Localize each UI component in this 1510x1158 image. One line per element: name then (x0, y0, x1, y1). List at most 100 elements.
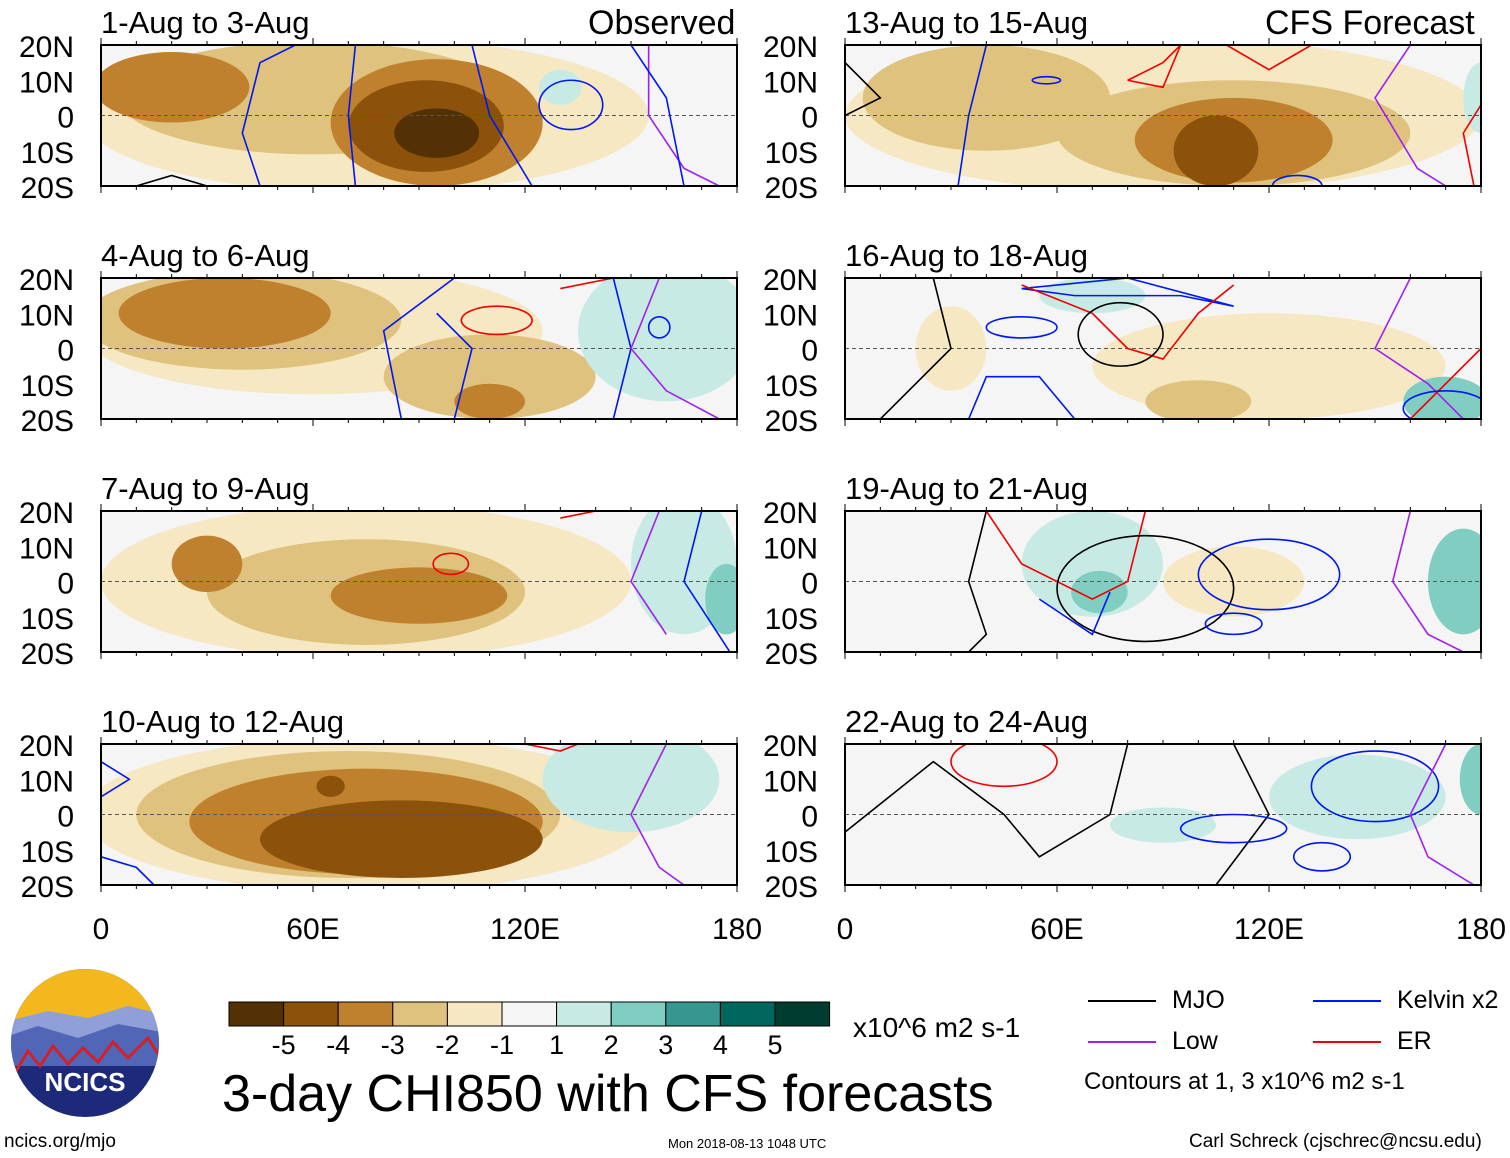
y-tick-label: 0 (57, 801, 74, 834)
y-tick-label: 20N (19, 31, 74, 64)
wave-contour (1310, 750, 1440, 823)
colorbar-swatch (774, 1001, 831, 1027)
wave-contour (1021, 278, 1234, 307)
wave-contour (985, 315, 1058, 339)
wave-contour (1462, 104, 1481, 186)
legend-item: Low (1088, 1027, 1218, 1056)
x-tick-label: 0 (93, 913, 110, 946)
panel-content (101, 45, 737, 186)
author-credit: Carl Schreck (cjschrec@ncsu.edu) (1189, 1131, 1482, 1152)
wave-contour (683, 511, 731, 652)
colorbar-swatch (446, 1001, 503, 1027)
wave-contour (460, 305, 533, 336)
anomaly-region (862, 45, 1110, 151)
legend-item: MJO (1088, 986, 1225, 1015)
y-tick-label: 20S (21, 638, 74, 671)
site-url[interactable]: ncics.org/mjo (4, 1131, 116, 1152)
panel-title: 7-Aug to 9-Aug (101, 471, 310, 506)
y-tick-label: 10N (19, 765, 74, 798)
legend-line-icon (1088, 999, 1156, 1002)
wave-contour (136, 174, 208, 186)
wave-contour (538, 79, 604, 131)
legend-line-icon (1313, 999, 1381, 1002)
y-tick-label: 10N (763, 299, 818, 332)
y-tick-label: 10S (21, 603, 74, 636)
wave-contour (967, 375, 1076, 419)
y-tick-label: 0 (801, 335, 818, 368)
wave-contour (1021, 284, 1235, 360)
anomaly-region (383, 334, 596, 419)
wave-contour (560, 278, 614, 290)
wave-contour (985, 511, 1147, 601)
y-tick-label: 20N (763, 497, 818, 530)
y-tick-label: 0 (801, 102, 818, 135)
legend-label: Low (1172, 1027, 1218, 1055)
anomaly-region (260, 800, 543, 878)
wave-contour (1271, 174, 1323, 186)
wave-contour (471, 45, 533, 186)
wave-contour (101, 856, 155, 885)
forecast-label: CFS Forecast (1265, 4, 1475, 42)
wave-contour (1402, 390, 1481, 419)
anomaly-region (578, 278, 737, 402)
colorbar-label: 5 (767, 1030, 782, 1060)
wave-contour (1409, 347, 1481, 419)
y-tick-label: 10S (21, 370, 74, 403)
wave-contour (1292, 841, 1352, 872)
y-tick-label: 20S (765, 405, 818, 438)
wave-contour (630, 744, 685, 885)
y-tick-label: 10S (765, 137, 818, 170)
panel-title: 19-Aug to 21-Aug (845, 471, 1088, 506)
y-tick-label: 10S (21, 137, 74, 170)
wave-contour (432, 552, 470, 576)
y-tick-label: 20S (765, 871, 818, 904)
anomaly-region (171, 535, 243, 593)
y-tick-label: 10N (763, 765, 818, 798)
panel-content (101, 511, 737, 652)
wave-contour (1056, 534, 1235, 643)
legend-label: MJO (1172, 986, 1225, 1014)
wave-contour (1226, 45, 1312, 71)
panel-title: 13-Aug to 15-Aug (845, 5, 1088, 40)
colorbar-label: -4 (326, 1030, 350, 1060)
wave-contour (1038, 591, 1111, 636)
y-tick-label: 10N (763, 66, 818, 99)
y-tick-label: 20N (19, 497, 74, 530)
legend-item: ER (1313, 1027, 1432, 1056)
colorbar-swatch (283, 1001, 339, 1027)
wave-contour (524, 744, 579, 752)
y-tick-label: 0 (801, 568, 818, 601)
wave-contour (101, 760, 131, 798)
anomaly-region (454, 383, 525, 419)
panel-content (845, 744, 1481, 885)
x-tick-label: 180 (1456, 913, 1506, 946)
panel-title: 22-Aug to 24-Aug (845, 704, 1088, 739)
legend-item: Kelvin x2 (1313, 986, 1498, 1015)
y-tick-label: 20S (765, 172, 818, 205)
y-tick-label: 10N (19, 299, 74, 332)
wave-contour (1204, 612, 1263, 636)
wave-contour (560, 511, 596, 519)
y-tick-label: 20S (21, 871, 74, 904)
colorbar-label: -3 (381, 1030, 405, 1060)
anomaly-region (1110, 807, 1216, 843)
y-tick-label: 10N (19, 66, 74, 99)
wave-contour (1077, 301, 1164, 367)
wave-contour (1127, 45, 1182, 89)
y-tick-label: 20S (21, 405, 74, 438)
observed-label: Observed (588, 4, 736, 42)
anomaly-region (1092, 313, 1446, 419)
legend-label: ER (1397, 1027, 1432, 1055)
figure-title: 3-day CHI850 with CFS forecasts (222, 1065, 994, 1123)
colorbar-label: 4 (713, 1030, 728, 1060)
anomaly-region (1459, 744, 1481, 815)
y-tick-label: 10S (765, 370, 818, 403)
wave-contour (630, 511, 667, 635)
x-tick-label: 180 (712, 913, 762, 946)
y-tick-label: 20N (763, 730, 818, 763)
y-tick-label: 10S (765, 836, 818, 869)
